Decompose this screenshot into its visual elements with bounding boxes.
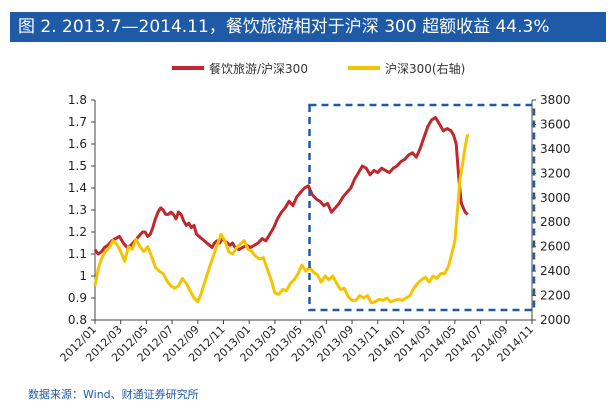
y-left-tick-label: 1.3 bbox=[68, 203, 87, 217]
y-right-tick-label: 2600 bbox=[540, 240, 571, 254]
line-chart: 餐饮旅游/沪深300 沪深300(右轴) 0.8 0.9 1 1.1 1.2 1.3 1.4… bbox=[58, 61, 571, 364]
y-right-tick-label: 3800 bbox=[540, 93, 571, 107]
y-left-tick-label: 1 bbox=[79, 269, 87, 283]
y-right-tick-label: 3600 bbox=[540, 117, 571, 131]
y-right-tick-label: 2200 bbox=[540, 289, 571, 303]
y-left-tick-label: 0.8 bbox=[68, 313, 87, 327]
y-right-tick-label: 2000 bbox=[540, 313, 571, 327]
y-left-tick-label: 1.2 bbox=[68, 225, 87, 239]
chart-title: 图 2. 2013.7—2014.11，餐饮旅游相对于沪深 300 超额收益 4… bbox=[18, 17, 550, 37]
chart-title-bar: 图 2. 2013.7—2014.11，餐饮旅游相对于沪深 300 超额收益 4… bbox=[10, 12, 606, 42]
highlight-box bbox=[308, 103, 536, 312]
y-left-tick-label: 1.1 bbox=[68, 247, 87, 261]
legend-label-left-series: 餐饮旅游/沪深300 bbox=[209, 61, 308, 76]
series-line-left bbox=[93, 116, 469, 256]
y-right-tick-label: 3200 bbox=[540, 166, 571, 180]
series-line-right bbox=[93, 133, 470, 305]
y-right-tick-label: 2400 bbox=[540, 264, 571, 278]
legend: 餐饮旅游/沪深300 沪深300(右轴) bbox=[172, 61, 465, 76]
y-right-tick-label: 2800 bbox=[540, 215, 571, 229]
y-left-tick-label: 0.9 bbox=[68, 291, 87, 305]
source-note: 数据来源：Wind、财通证券研究所 bbox=[28, 388, 199, 401]
y-left-tick-label: 1.6 bbox=[68, 137, 87, 151]
y-left-tick-label: 1.5 bbox=[68, 159, 87, 173]
y-left-tick-label: 1.8 bbox=[68, 93, 87, 107]
series-layer bbox=[93, 116, 470, 305]
y-left-tick-label: 1.4 bbox=[68, 181, 87, 195]
y-right-tick-label: 3400 bbox=[540, 142, 571, 156]
legend-label-right-series: 沪深300(右轴) bbox=[385, 61, 465, 76]
y-left-tick-label: 1.7 bbox=[68, 115, 87, 129]
axes: 0.8 0.9 1 1.1 1.2 1.3 1.4 1.5 1.6 1.7 1.8 2000 2200 2… bbox=[58, 93, 571, 364]
y-right-tick-label: 3000 bbox=[540, 191, 571, 205]
